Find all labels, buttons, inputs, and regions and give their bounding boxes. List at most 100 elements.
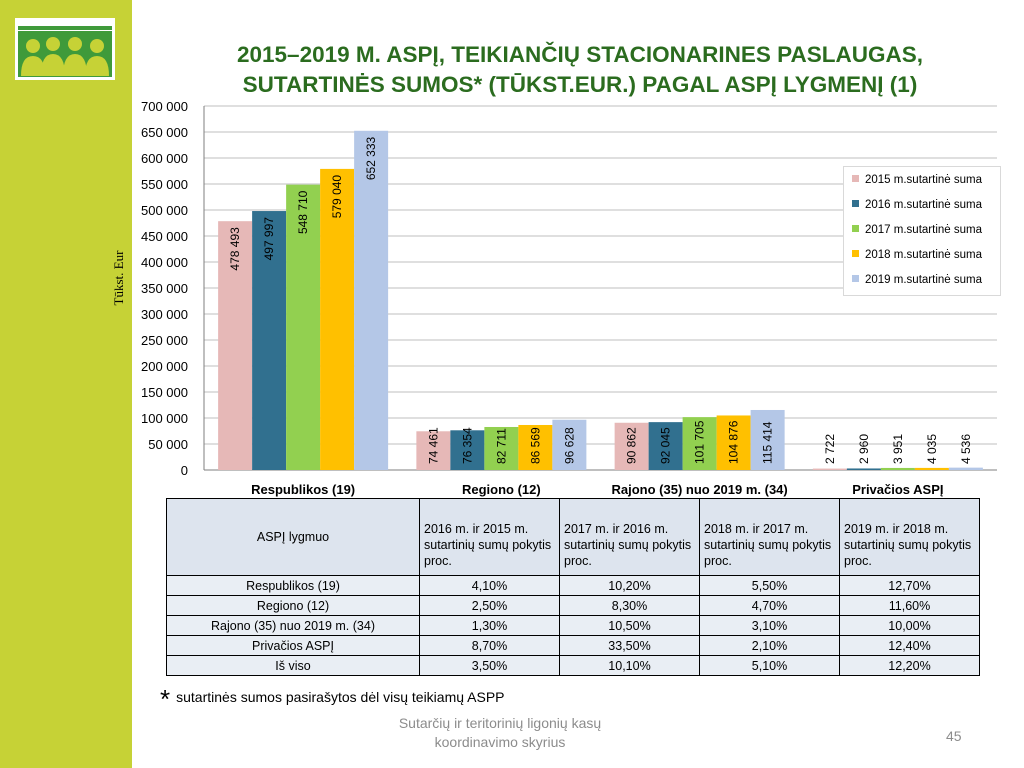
y-tick-label: 0 bbox=[181, 463, 188, 478]
bar bbox=[518, 424, 553, 470]
bar bbox=[880, 467, 915, 470]
y-tick-label: 200 000 bbox=[141, 359, 188, 374]
data-label: 82 711 bbox=[494, 428, 508, 464]
table-row: Rajono (35) nuo 2019 m. (34) 1,30% 10,50… bbox=[166, 615, 980, 636]
table-cell: Privačios ASPĮ bbox=[166, 635, 420, 656]
slide-title: 2015–2019 M. ASPĮ, TEIKIANČIŲ STACIONARI… bbox=[140, 40, 1020, 100]
table-cell: 10,10% bbox=[559, 655, 700, 676]
table-cell: Respublikos (19) bbox=[166, 575, 420, 596]
table-row: Respublikos (19) 4,10% 10,20% 5,50% 12,7… bbox=[166, 575, 980, 596]
y-tick-label: 450 000 bbox=[141, 229, 188, 244]
logo bbox=[15, 18, 115, 80]
data-label: 101 705 bbox=[693, 420, 707, 464]
data-label: 86 569 bbox=[528, 427, 542, 464]
bar bbox=[320, 168, 355, 470]
x-category-label: Privačios ASPĮ bbox=[852, 482, 944, 497]
data-label: 579 040 bbox=[330, 175, 344, 219]
table-cell: 12,70% bbox=[839, 575, 980, 596]
table-cell: 2,50% bbox=[419, 595, 560, 616]
logo-people-icon bbox=[18, 21, 112, 77]
y-tick-label: 650 000 bbox=[141, 125, 188, 140]
chart-legend: 2015 m.sutartinė suma 2016 m.sutartinė s… bbox=[843, 166, 1001, 296]
bar bbox=[286, 184, 321, 470]
data-label: 96 628 bbox=[562, 427, 576, 464]
x-category-label: Regiono (12) bbox=[462, 482, 541, 497]
table-header-cell: 2018 m. ir 2017 m. sutartinių sumų pokyt… bbox=[699, 498, 840, 576]
data-label: 478 493 bbox=[228, 227, 242, 271]
bar bbox=[648, 422, 683, 470]
bar bbox=[218, 221, 253, 470]
bar bbox=[552, 419, 587, 470]
data-label: 76 354 bbox=[460, 427, 474, 464]
page-number: 45 bbox=[946, 728, 962, 744]
bar bbox=[750, 409, 785, 470]
table-cell: 8,30% bbox=[559, 595, 700, 616]
footer-line-1: Sutarčių ir teritorinių ligonių kasų bbox=[398, 715, 602, 731]
y-tick-label: 500 000 bbox=[141, 203, 188, 218]
table-row: Regiono (12) 2,50% 8,30% 4,70% 11,60% bbox=[166, 595, 980, 616]
legend-label: 2017 m.sutartinė suma bbox=[865, 224, 982, 236]
bar bbox=[614, 422, 649, 470]
table-header-cell: 2019 m. ir 2018 m. sutartinių sumų pokyt… bbox=[839, 498, 980, 576]
footnote: * sutartinės sumos pasirašytos dėl visų t… bbox=[160, 684, 505, 715]
footnote-star: * bbox=[160, 684, 171, 714]
y-axis-title: Tūkst. Eur bbox=[111, 250, 126, 306]
legend-swatch bbox=[852, 225, 859, 232]
table-cell: 5,50% bbox=[699, 575, 840, 596]
data-label: 104 876 bbox=[727, 420, 741, 464]
title-line-2: SUTARTINĖS SUMOS* (TŪKST.EUR.) PAGAL ASP… bbox=[242, 72, 918, 97]
table-header-cell: 2016 m. ir 2015 m. sutartinių sumų pokyt… bbox=[419, 498, 560, 576]
table-cell: 4,10% bbox=[419, 575, 560, 596]
y-tick-label: 150 000 bbox=[141, 385, 188, 400]
legend-label: 2015 m.sutartinė suma bbox=[865, 174, 982, 186]
data-label: 548 710 bbox=[296, 190, 310, 234]
legend-label: 2016 m.sutartinė suma bbox=[865, 199, 982, 211]
legend-swatch bbox=[852, 250, 859, 257]
bar bbox=[846, 468, 881, 470]
table-cell: 10,20% bbox=[559, 575, 700, 596]
table-cell: 10,00% bbox=[839, 615, 980, 636]
bar bbox=[416, 431, 451, 470]
data-label: 2 722 bbox=[823, 434, 837, 464]
footer-text: Sutarčių ir teritorinių ligonių kasų koo… bbox=[380, 714, 620, 752]
table-cell: 12,20% bbox=[839, 655, 980, 676]
bar bbox=[354, 130, 389, 470]
table-cell: 33,50% bbox=[559, 635, 700, 656]
table-cell: 11,60% bbox=[839, 595, 980, 616]
data-label: 652 333 bbox=[364, 136, 378, 180]
left-accent-bar bbox=[0, 0, 132, 768]
legend-swatch bbox=[852, 175, 859, 182]
bar bbox=[812, 468, 847, 470]
table-cell: Regiono (12) bbox=[166, 595, 420, 616]
data-label: 115 414 bbox=[761, 421, 775, 464]
table-cell: 4,70% bbox=[699, 595, 840, 616]
table-cell: 2,10% bbox=[699, 635, 840, 656]
legend-item: 2019 m.sutartinė suma bbox=[852, 272, 982, 288]
bar bbox=[450, 430, 485, 470]
table-header-cell: 2017 m. ir 2016 m. sutartinių sumų pokyt… bbox=[559, 498, 700, 576]
y-tick-label: 250 000 bbox=[141, 333, 188, 348]
data-label: 497 997 bbox=[262, 217, 276, 261]
table-cell: Rajono (35) nuo 2019 m. (34) bbox=[166, 615, 420, 636]
y-tick-label: 300 000 bbox=[141, 307, 188, 322]
legend-label: 2018 m.sutartinė suma bbox=[865, 249, 982, 261]
y-tick-label: 400 000 bbox=[141, 255, 188, 270]
data-label: 4 035 bbox=[925, 434, 939, 464]
y-tick-label: 100 000 bbox=[141, 411, 188, 426]
footer-line-2: koordinavimo skyrius bbox=[434, 734, 566, 750]
bar bbox=[484, 426, 519, 470]
legend-item: 2018 m.sutartinė suma bbox=[852, 247, 982, 263]
table-row: Iš viso 3,50% 10,10% 5,10% 12,20% bbox=[166, 655, 980, 676]
table-cell: 10,50% bbox=[559, 615, 700, 636]
table-row: Privačios ASPĮ 8,70% 33,50% 2,10% 12,40% bbox=[166, 635, 980, 656]
y-tick-label: 700 000 bbox=[141, 99, 188, 114]
y-tick-label: 350 000 bbox=[141, 281, 188, 296]
data-label: 92 045 bbox=[659, 427, 673, 464]
legend-item: 2017 m.sutartinė suma bbox=[852, 222, 982, 238]
table-cell: 1,30% bbox=[419, 615, 560, 636]
data-label: 4 536 bbox=[959, 434, 973, 464]
bar-chart: 0 50 000 100 000 150 000 200 000 250 000 300 0… bbox=[111, 99, 997, 497]
table-cell: 3,50% bbox=[419, 655, 560, 676]
x-category-label: Respublikos (19) bbox=[251, 482, 355, 497]
data-label: 2 960 bbox=[857, 434, 871, 464]
